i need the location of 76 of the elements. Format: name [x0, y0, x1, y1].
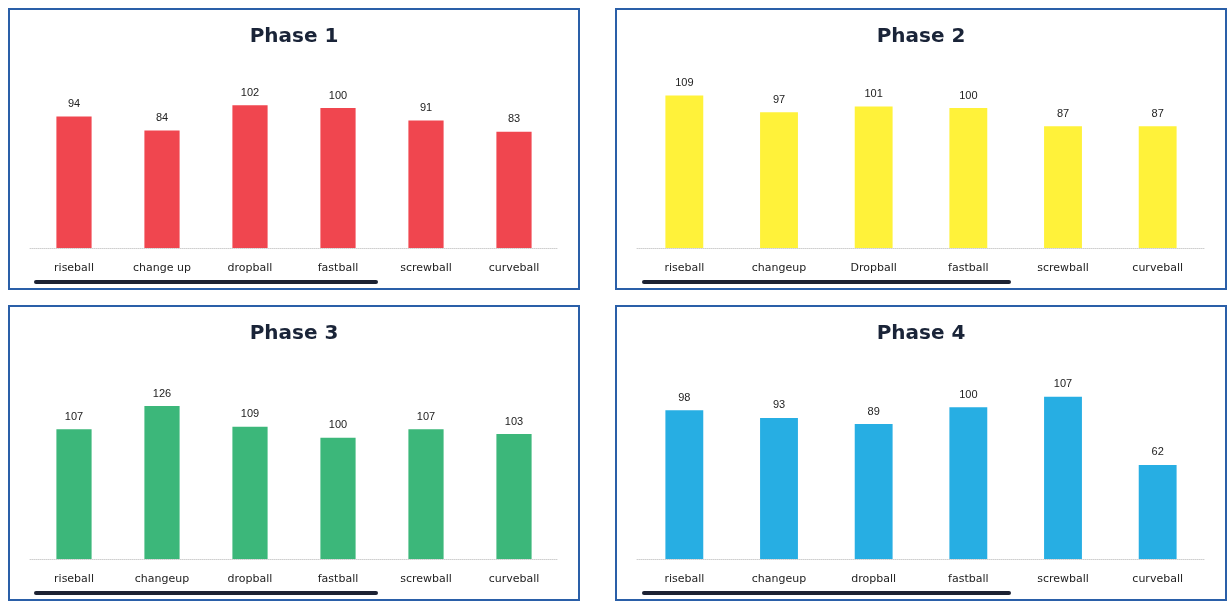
x-tick-label: changeup — [751, 572, 807, 585]
data-label: 62 — [1151, 445, 1164, 458]
x-tick-label: changeup — [134, 572, 190, 585]
data-label: 109 — [675, 75, 694, 88]
data-label: 100 — [959, 88, 978, 101]
bar — [760, 417, 798, 559]
data-label: 101 — [864, 87, 883, 100]
bar — [232, 105, 268, 248]
bar — [408, 429, 444, 559]
x-tick-label: screwball — [400, 572, 452, 585]
data-label: 102 — [240, 85, 260, 98]
bar — [496, 434, 532, 559]
bar — [144, 130, 180, 248]
x-tick-label: fastball — [317, 572, 359, 585]
bar — [56, 116, 92, 248]
x-tick-label: dropball — [227, 261, 273, 274]
data-label: 84 — [155, 110, 169, 123]
bar — [1138, 464, 1177, 559]
bar — [665, 95, 704, 248]
x-tick-label: dropball — [227, 572, 273, 585]
x-tick-label: Dropball — [850, 261, 897, 274]
x-tick-label: riseball — [664, 572, 705, 585]
x-tick-label: curveball — [1132, 261, 1183, 274]
data-label: 107 — [64, 409, 84, 422]
data-label: 103 — [504, 414, 524, 427]
x-tick-label: screwball — [1037, 261, 1089, 274]
data-label: 87 — [1056, 106, 1070, 119]
x-tick-label: curveball — [488, 572, 540, 585]
chart-title: Phase 2 — [876, 23, 966, 47]
data-label: 100 — [328, 418, 348, 431]
x-tick-label: curveball — [1132, 572, 1183, 585]
bar — [56, 429, 92, 559]
bar — [320, 108, 356, 248]
data-label: 87 — [1151, 106, 1164, 119]
bar — [496, 131, 532, 248]
chart-title: Phase 1 — [249, 23, 339, 47]
data-label: 83 — [507, 112, 521, 125]
data-label: 91 — [419, 101, 433, 114]
bar — [1044, 396, 1082, 559]
data-label: 126 — [152, 386, 172, 399]
data-label: 107 — [416, 409, 436, 422]
bar — [665, 410, 704, 559]
data-label: 107 — [1053, 377, 1073, 390]
bar — [1138, 126, 1177, 248]
data-label: 93 — [772, 398, 786, 411]
x-tick-label: changeup — [751, 261, 807, 274]
chart-title: Phase 3 — [249, 320, 339, 344]
bar — [320, 437, 356, 559]
bar — [1044, 126, 1082, 248]
x-tick-label: screwball — [400, 261, 452, 274]
data-label: 100 — [328, 88, 348, 101]
x-tick-label: riseball — [54, 572, 94, 585]
x-tick-label: change up — [133, 261, 191, 274]
chart-title: Phase 4 — [876, 320, 966, 344]
bar — [144, 406, 180, 559]
x-tick-label: curveball — [488, 261, 540, 274]
data-label: 109 — [240, 407, 260, 420]
data-label: 100 — [959, 387, 978, 400]
x-tick-label: fastball — [948, 572, 989, 585]
bar — [760, 112, 798, 248]
bar — [408, 120, 444, 248]
x-tick-label: riseball — [664, 261, 705, 274]
x-tick-label: fastball — [317, 261, 359, 274]
bar — [232, 426, 268, 559]
bar — [854, 424, 893, 559]
data-label: 94 — [67, 96, 81, 109]
bar — [949, 407, 988, 559]
data-label: 97 — [772, 92, 786, 105]
x-tick-label: screwball — [1037, 572, 1089, 585]
data-label: 98 — [678, 390, 691, 403]
x-tick-label: dropball — [851, 572, 897, 585]
data-label: 89 — [867, 404, 880, 417]
bar — [949, 108, 988, 248]
bar — [854, 106, 893, 248]
x-tick-label: riseball — [54, 261, 94, 274]
x-tick-label: fastball — [948, 261, 989, 274]
